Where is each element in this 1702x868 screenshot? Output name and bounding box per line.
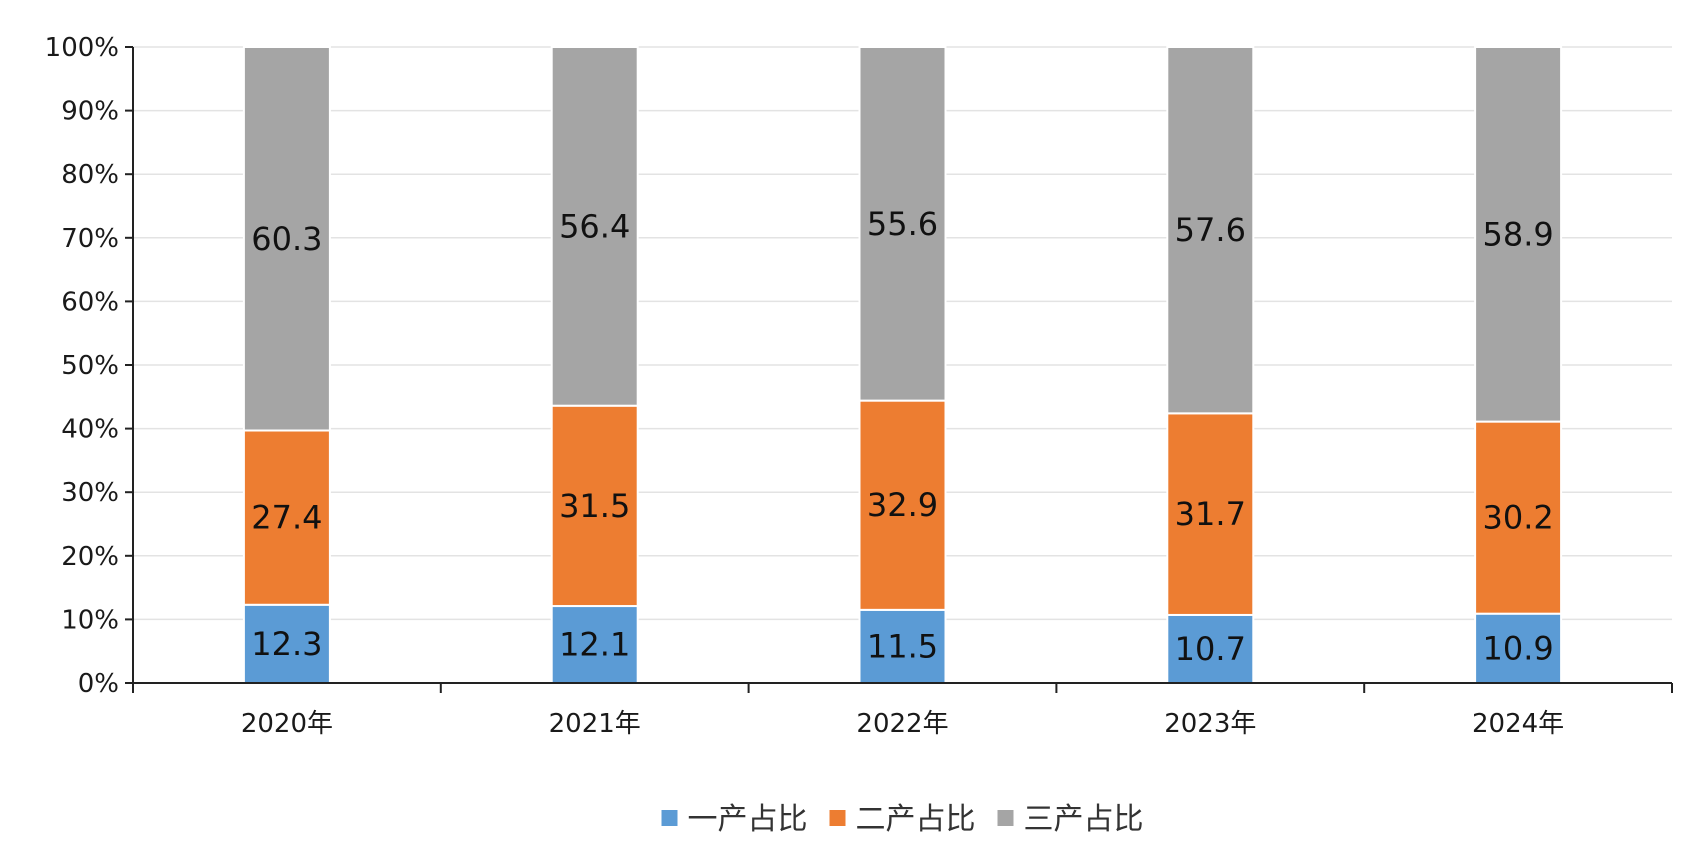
data-label: 58.9 <box>1482 215 1553 253</box>
legend-swatch <box>661 810 678 826</box>
x-tick-label: 2020年 <box>241 709 333 739</box>
bar-segment <box>550 605 639 685</box>
y-tick-label: 70% <box>61 224 119 254</box>
y-tick-label: 90% <box>61 97 119 127</box>
data-label: 31.5 <box>559 487 630 525</box>
bar-segment <box>1166 412 1255 616</box>
data-label: 32.9 <box>867 486 938 524</box>
data-label: 60.3 <box>251 220 322 258</box>
y-tick-label: 30% <box>61 478 119 508</box>
x-tick-label: 2022年 <box>856 709 948 739</box>
bar-segment <box>858 399 947 611</box>
data-label: 11.5 <box>867 627 938 665</box>
data-label: 55.6 <box>867 205 938 243</box>
bar-segment <box>242 429 331 606</box>
data-label: 57.6 <box>1175 211 1246 249</box>
y-tick-label: 100% <box>45 33 119 63</box>
data-label: 10.9 <box>1482 629 1553 667</box>
bars <box>242 46 1563 685</box>
data-label: 31.7 <box>1175 495 1246 533</box>
x-tick-label: 2024年 <box>1472 709 1564 739</box>
legend-label: 一产占比 <box>688 802 808 837</box>
legend-item: 三产占比 <box>997 802 1144 837</box>
legend: 一产占比 二产占比 三产占比 <box>661 802 1144 837</box>
legend-label: 三产占比 <box>1024 802 1144 837</box>
y-tick-label: 60% <box>61 287 119 317</box>
data-labels: 12.3 27.4 60.3 12.1 31.5 56.4 11.5 32.9 55.6 10.7… <box>251 205 1553 668</box>
legend-item: 一产占比 <box>661 802 808 837</box>
data-label: 27.4 <box>251 499 322 537</box>
x-tick-label: 2023年 <box>1164 709 1256 739</box>
data-label: 12.1 <box>559 626 630 664</box>
axes: 0% 10% 20% 30% 40% 50% 60% 70% 80% 90% 100% 2020年 20… <box>45 33 1673 739</box>
bar-segment <box>858 608 947 684</box>
bar-segment <box>550 46 639 407</box>
bar-segment <box>1474 612 1563 685</box>
bar-segment <box>1166 613 1255 684</box>
data-label: 10.7 <box>1175 630 1246 668</box>
y-tick-label: 0% <box>78 669 119 699</box>
legend-item: 二产占比 <box>829 802 976 837</box>
x-tick-label: 2021年 <box>549 709 641 739</box>
y-tick-label: 50% <box>61 351 119 381</box>
data-label: 12.3 <box>251 625 322 663</box>
legend-label: 二产占比 <box>856 802 976 837</box>
y-tick-label: 20% <box>61 542 119 572</box>
bar-segment <box>858 46 947 402</box>
data-label: 56.4 <box>559 207 630 245</box>
y-tick-label: 80% <box>61 160 119 190</box>
bar-segment <box>242 46 331 432</box>
data-label: 30.2 <box>1482 499 1553 537</box>
bar-segment <box>1474 46 1563 423</box>
legend-swatch <box>997 810 1014 826</box>
y-tick-label: 40% <box>61 415 119 445</box>
bar-segment <box>550 404 639 608</box>
y-tick-label: 10% <box>61 605 119 635</box>
legend-swatch <box>829 810 846 826</box>
bar-segment <box>1166 46 1255 415</box>
